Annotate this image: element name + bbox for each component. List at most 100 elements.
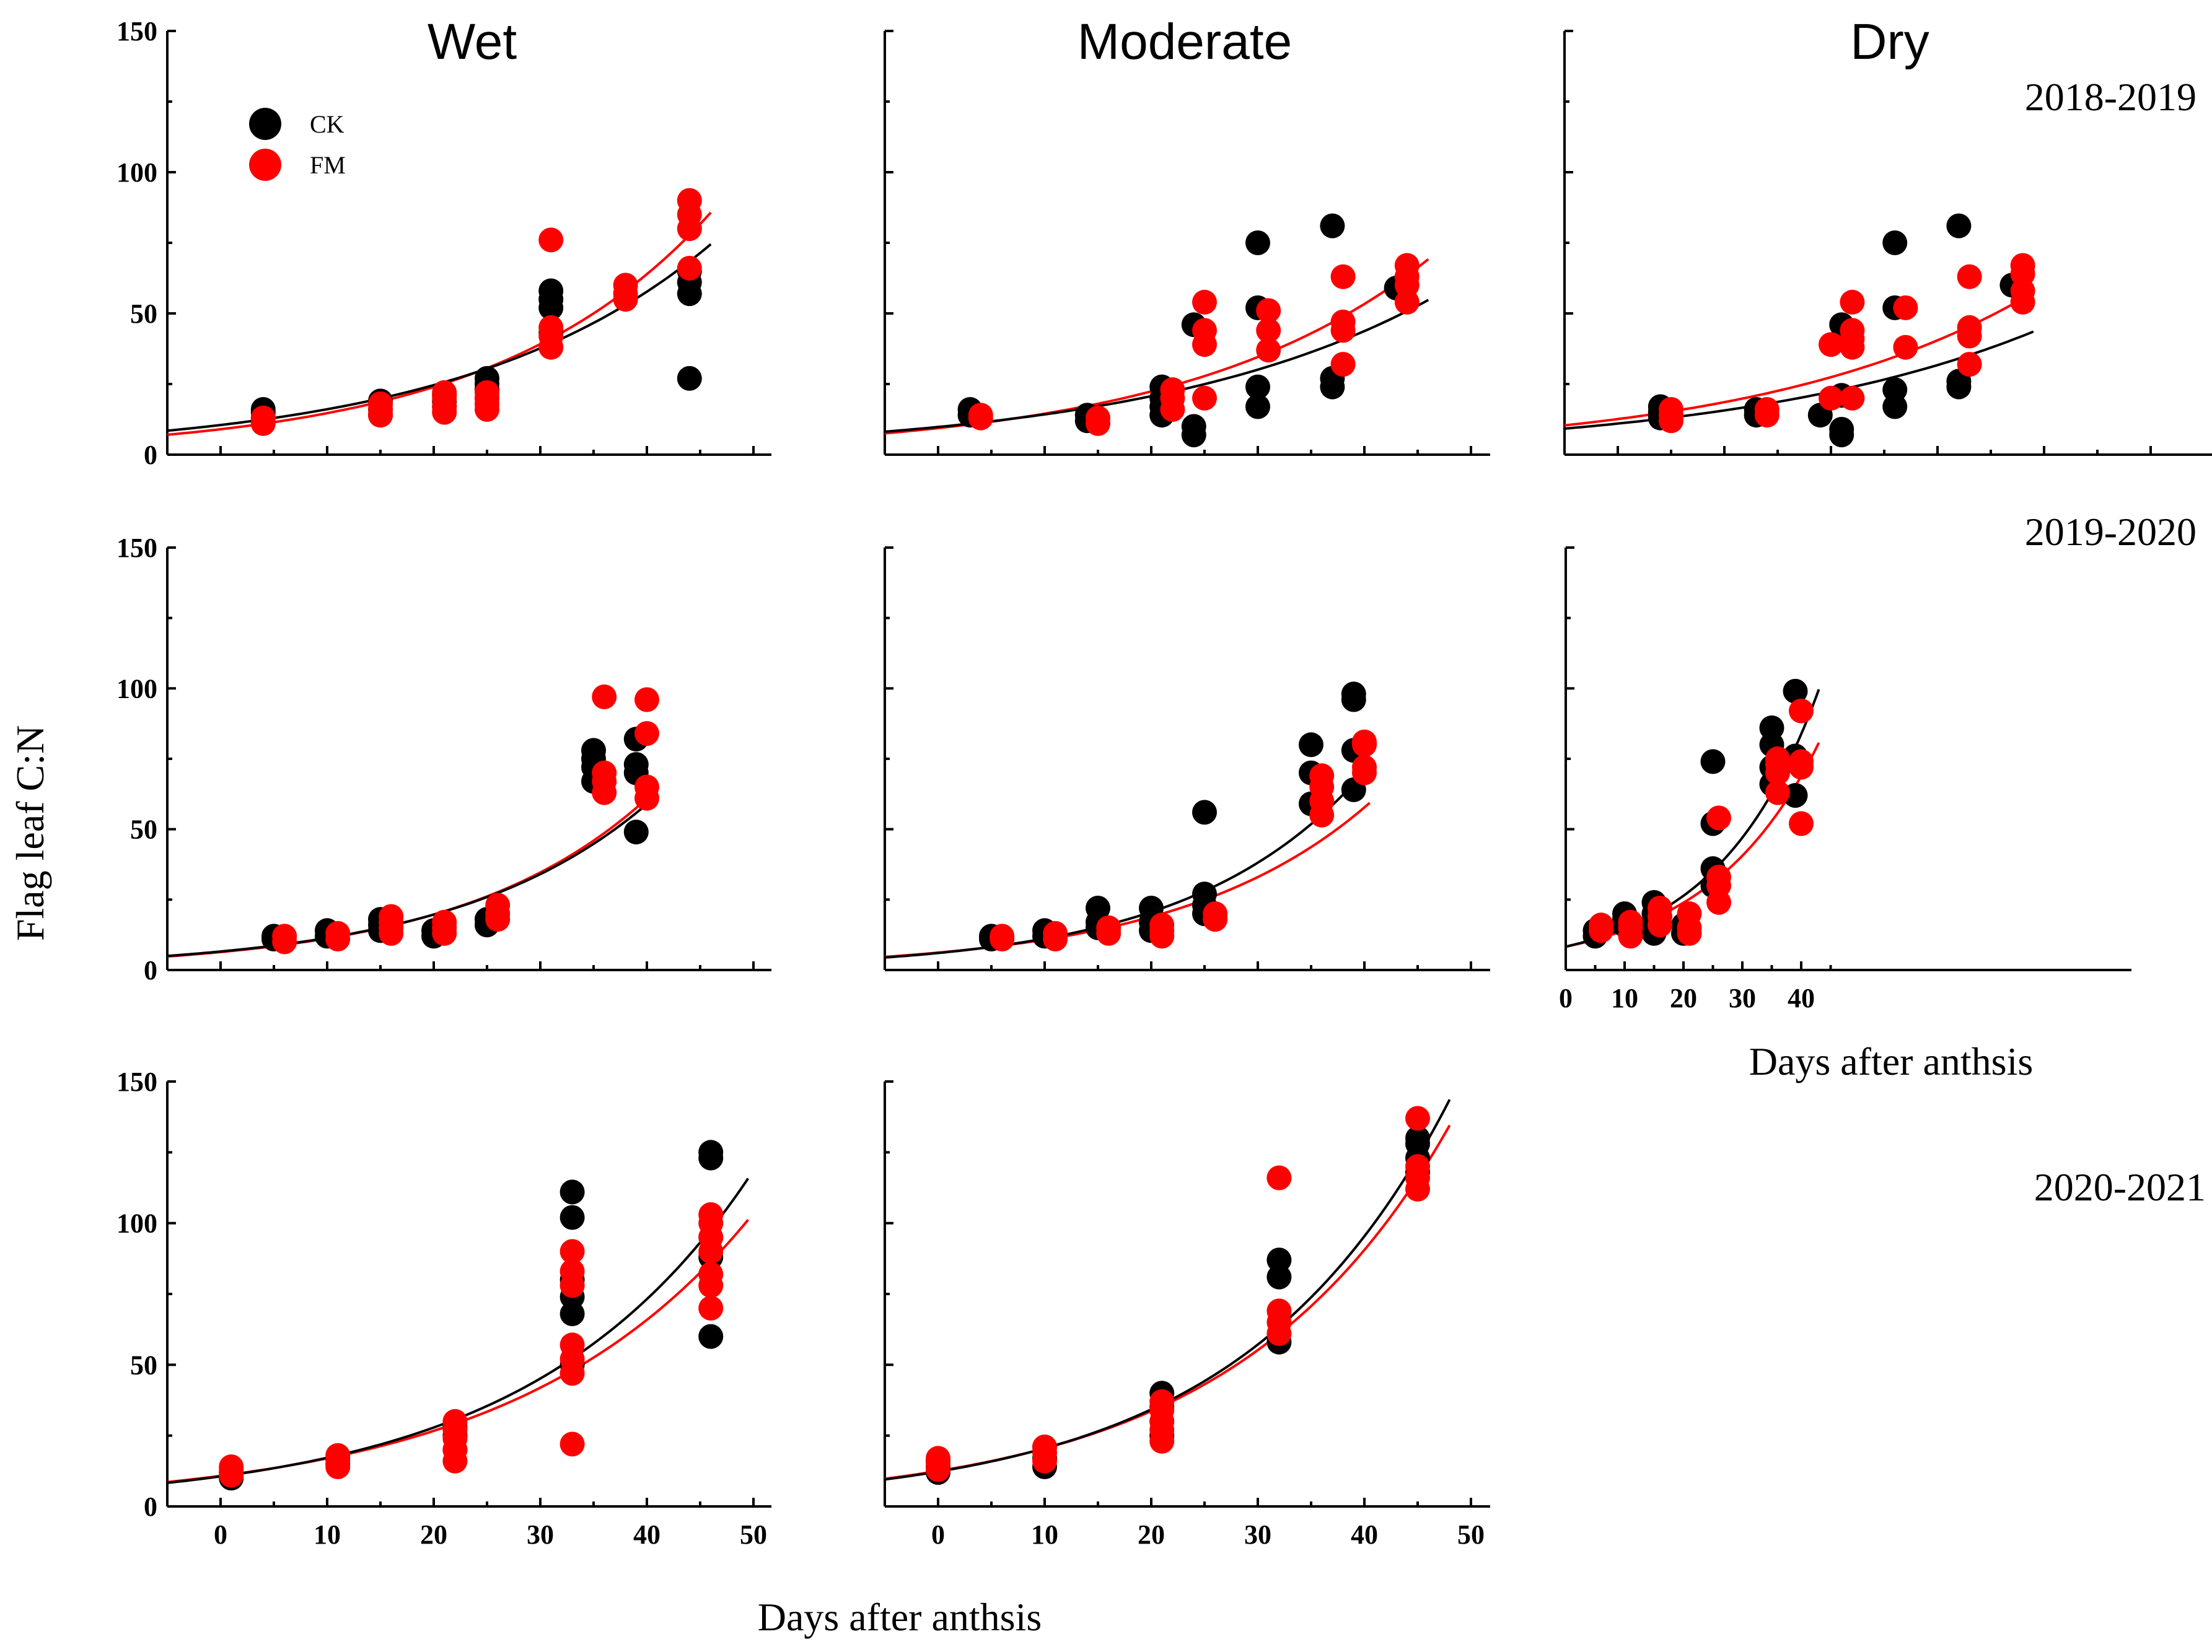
data-point-fm — [1330, 309, 1356, 334]
data-point-fm — [1266, 1298, 1292, 1324]
data-point-fm — [698, 1202, 724, 1227]
data-point-ck — [1245, 374, 1270, 400]
y-tick-label: 100 — [116, 157, 157, 188]
data-point-fm — [1160, 377, 1185, 403]
season-label-2019-2020: 2019-2020 — [2025, 510, 2197, 554]
data-point-fm — [1149, 1389, 1175, 1414]
data-point-fm — [250, 405, 276, 430]
panel-p13 — [1563, 30, 2212, 456]
x-tick-label: 50 — [1457, 1519, 1485, 1550]
column-title-wet: Wet — [428, 14, 517, 70]
data-point-fm — [1789, 811, 1814, 836]
data-point-ck — [1086, 896, 1110, 920]
y-tick-label: 150 — [116, 16, 157, 46]
x-tick-label: 20 — [420, 1519, 447, 1550]
season-label-2020-2021: 2020-2021 — [2034, 1165, 2206, 1209]
data-point-fm — [475, 380, 499, 405]
x-tick-label: 40 — [1788, 983, 1815, 1013]
fit-line-fm — [167, 792, 653, 958]
data-point-ck — [1829, 417, 1854, 442]
data-point-fm — [560, 1259, 585, 1284]
x-tick-label: 10 — [314, 1519, 341, 1550]
x-tick-label: 0 — [1559, 983, 1573, 1013]
column-title-dry: Dry — [1850, 14, 1929, 70]
data-point-fm — [1394, 289, 1420, 315]
season-label-2018-2019: 2018-2019 — [2025, 75, 2197, 119]
data-point-fm — [219, 1454, 244, 1479]
data-point-fm — [1394, 253, 1420, 278]
data-point-fm — [1266, 1165, 1292, 1191]
data-point-fm — [1192, 385, 1217, 411]
legend-ck-label: CK — [310, 110, 345, 138]
x-axis-title: Days after anthsis — [758, 1595, 1042, 1639]
fit-line-fm — [1564, 291, 2034, 427]
y-tick-label: 100 — [116, 673, 157, 704]
data-point-fm — [1893, 334, 1918, 360]
data-point-fm — [1618, 909, 1643, 935]
data-point-fm — [442, 1409, 468, 1434]
data-point-fm — [1659, 397, 1683, 422]
data-point-ck — [1946, 213, 1972, 238]
data-point-fm — [990, 924, 1015, 949]
data-point-fm — [1352, 754, 1377, 780]
data-point-fm — [1957, 315, 1982, 340]
data-point-fm — [379, 904, 404, 929]
data-point-fm — [1352, 729, 1377, 754]
panel-p22 — [884, 546, 1490, 971]
data-point-fm — [698, 1295, 724, 1321]
data-point-fm — [1648, 896, 1672, 920]
y-axis-title: Flag leaf C:N — [8, 725, 52, 941]
data-point-ck — [1700, 749, 1726, 774]
data-point-fm — [538, 227, 564, 253]
x-tick-label: 40 — [633, 1519, 661, 1550]
data-point-fm — [1405, 1154, 1430, 1179]
data-point-fm — [1330, 352, 1356, 377]
x-tick-label: 20 — [1138, 1519, 1165, 1550]
data-point-fm — [1309, 763, 1335, 789]
panel-p23: 0 10 20 30 40 — [1559, 546, 2131, 1013]
data-point-fm — [272, 924, 297, 949]
panel-p11: 0 50 100 150 — [116, 16, 771, 470]
data-point-ck — [1245, 230, 1270, 255]
data-point-ck — [677, 365, 702, 391]
data-point-fm — [538, 315, 564, 340]
data-point-fm — [1840, 385, 1865, 411]
data-point-fm — [1032, 1435, 1057, 1459]
fit-line-ck — [1564, 330, 2034, 430]
data-point-fm — [560, 1431, 585, 1457]
data-point-fm — [634, 687, 659, 712]
legend-fm-marker — [249, 149, 281, 181]
x-tick-label: 0 — [931, 1519, 945, 1550]
x-tick-label: 50 — [740, 1519, 767, 1550]
x-tick-label: 0 — [214, 1519, 227, 1550]
data-point-fm — [1589, 912, 1613, 938]
y-tick-label: 0 — [144, 1492, 157, 1522]
legend: CK FM — [249, 108, 346, 181]
data-point-ck — [623, 819, 649, 845]
data-point-fm — [560, 1332, 585, 1358]
fit-line-ck — [167, 798, 653, 958]
data-point-fm — [1840, 318, 1865, 343]
data-point-fm — [677, 188, 702, 213]
x-axis-title-dry-2019-2020: Days after anthsis — [1749, 1039, 2034, 1083]
data-point-ck — [1266, 1264, 1292, 1290]
data-point-fm — [1096, 915, 1121, 940]
data-point-fm — [1677, 901, 1702, 927]
data-point-fm — [634, 774, 659, 800]
data-point-ck — [1299, 732, 1323, 758]
data-point-fm — [432, 380, 457, 405]
x-tick-label: 30 — [1729, 983, 1756, 1013]
x-tick-label: 40 — [1351, 1519, 1378, 1550]
data-point-ck — [1266, 1248, 1292, 1273]
y-tick-label: 150 — [116, 533, 157, 563]
data-point-fm — [1789, 698, 1814, 723]
data-point-fm — [1765, 780, 1790, 805]
data-point-ck — [1341, 681, 1366, 707]
x-tick-label: 20 — [1670, 983, 1697, 1013]
data-point-fm — [1192, 289, 1217, 315]
data-point-ck — [1181, 414, 1206, 439]
data-point-ck — [538, 278, 564, 304]
data-point-ck — [560, 1205, 585, 1230]
data-point-fm — [1754, 397, 1780, 422]
